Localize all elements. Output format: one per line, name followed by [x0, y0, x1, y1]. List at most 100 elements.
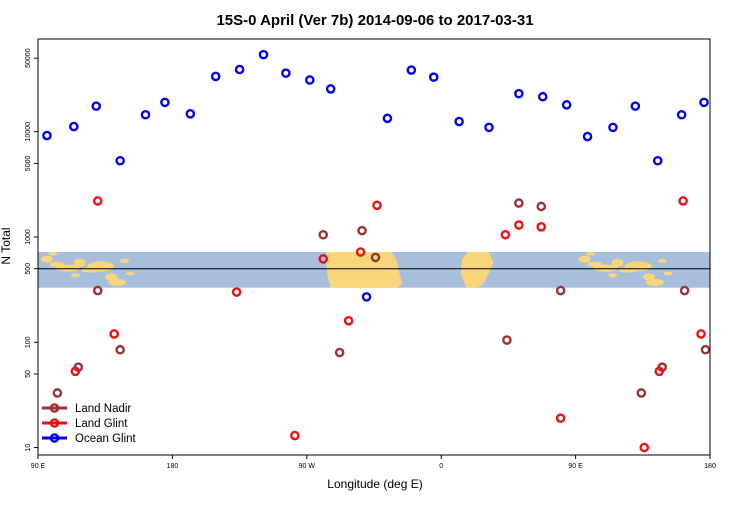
island-shape — [87, 261, 115, 272]
data-point — [210, 71, 221, 82]
data-point — [484, 122, 494, 133]
data-point — [514, 88, 524, 99]
data-point — [561, 100, 572, 110]
x-tick-label: 90 W — [299, 463, 316, 470]
island-shape — [593, 264, 618, 272]
data-point — [325, 84, 336, 94]
data-point — [304, 75, 315, 85]
data-point — [343, 316, 354, 326]
island-shape — [586, 252, 596, 256]
data-point — [652, 155, 663, 166]
legend-marker — [49, 403, 60, 413]
data-point — [372, 200, 382, 211]
data-point — [678, 196, 688, 206]
x-axis-ticks: 90 E 180 90 W 0 90 E 180 — [31, 455, 716, 470]
data-point — [454, 116, 464, 127]
data-point — [160, 97, 170, 108]
data-point — [234, 64, 245, 75]
island-shape — [120, 258, 130, 264]
data-point — [357, 225, 367, 236]
legend-item: Land Glint — [42, 418, 128, 430]
data-point — [115, 344, 125, 355]
data-point — [318, 254, 329, 264]
y-tick-label: 500 — [25, 263, 32, 275]
data-point — [109, 329, 119, 339]
data-point — [514, 198, 524, 208]
y-tick-label: 1000 — [25, 229, 32, 245]
chart-title: 15S-0 April (Ver 7b) 2014-09-06 to 2017-… — [216, 12, 533, 29]
island-shape — [105, 273, 118, 281]
data-point — [318, 229, 329, 240]
land-masses — [40, 252, 673, 288]
data-point — [676, 109, 687, 120]
data-point — [500, 229, 511, 240]
data-point — [185, 109, 196, 119]
data-point — [42, 130, 52, 141]
data-point — [406, 65, 417, 75]
data-point — [355, 247, 366, 257]
legend-label: Ocean Glint — [75, 433, 137, 445]
island-shape — [624, 261, 652, 272]
series-ocean-glint — [42, 49, 709, 302]
world-map-band — [38, 252, 710, 288]
island-shape — [70, 273, 80, 278]
land-shape — [460, 252, 494, 288]
island-shape — [126, 271, 136, 276]
data-point — [334, 347, 345, 358]
y-tick-label: 50 — [25, 370, 32, 378]
data-point — [582, 131, 593, 142]
island-shape — [108, 278, 127, 286]
y-tick-label: 5000 — [25, 156, 32, 172]
island-shape — [657, 258, 667, 264]
data-point — [502, 335, 512, 345]
data-point — [70, 366, 81, 377]
data-point — [555, 413, 566, 424]
y-axis-label: N Total — [0, 227, 13, 264]
data-point — [290, 430, 300, 441]
land-shape — [326, 252, 403, 288]
y-tick-label: 100 — [25, 336, 32, 348]
legend: Land Nadir Land Glint Ocean Glint — [42, 403, 137, 445]
y-tick-label: 10000 — [25, 122, 32, 142]
data-point — [555, 285, 566, 296]
data-points-layer — [42, 49, 711, 453]
data-point — [428, 72, 439, 82]
island-shape — [663, 271, 673, 276]
island-shape — [608, 273, 618, 278]
legend-item: Land Nadir — [42, 403, 131, 415]
island-shape — [611, 258, 624, 268]
data-point — [654, 366, 665, 377]
y-tick-label: 50000 — [25, 48, 32, 68]
island-shape — [578, 255, 591, 263]
island-shape — [645, 278, 664, 286]
x-axis-label: Longitude (deg E) — [327, 477, 422, 491]
data-point — [696, 329, 706, 339]
data-point — [636, 388, 647, 398]
data-point — [608, 122, 618, 133]
legend-item: Ocean Glint — [42, 433, 137, 445]
legend-marker — [49, 433, 60, 443]
x-tick-label: 90 E — [31, 463, 46, 470]
x-tick-label: 0 — [439, 463, 443, 470]
data-point — [258, 49, 269, 60]
data-point — [679, 285, 690, 296]
data-point — [536, 201, 547, 212]
data-point — [699, 97, 709, 108]
data-point — [639, 442, 650, 453]
data-point — [370, 252, 381, 263]
data-point — [514, 220, 524, 230]
data-point — [536, 222, 547, 232]
legend-label: Land Nadir — [75, 403, 131, 415]
island-shape — [55, 264, 80, 272]
data-point — [115, 155, 125, 166]
x-tick-label: 180 — [704, 463, 716, 470]
series-land-nadir — [52, 198, 711, 398]
island-shape — [642, 273, 655, 281]
y-tick-label: 10 — [25, 444, 32, 452]
data-point — [92, 196, 103, 206]
island-shape — [48, 252, 58, 256]
data-point — [700, 344, 711, 355]
y-axis-ticks: 10 50 100 500 1000 5000 10000 50000 — [25, 48, 38, 451]
